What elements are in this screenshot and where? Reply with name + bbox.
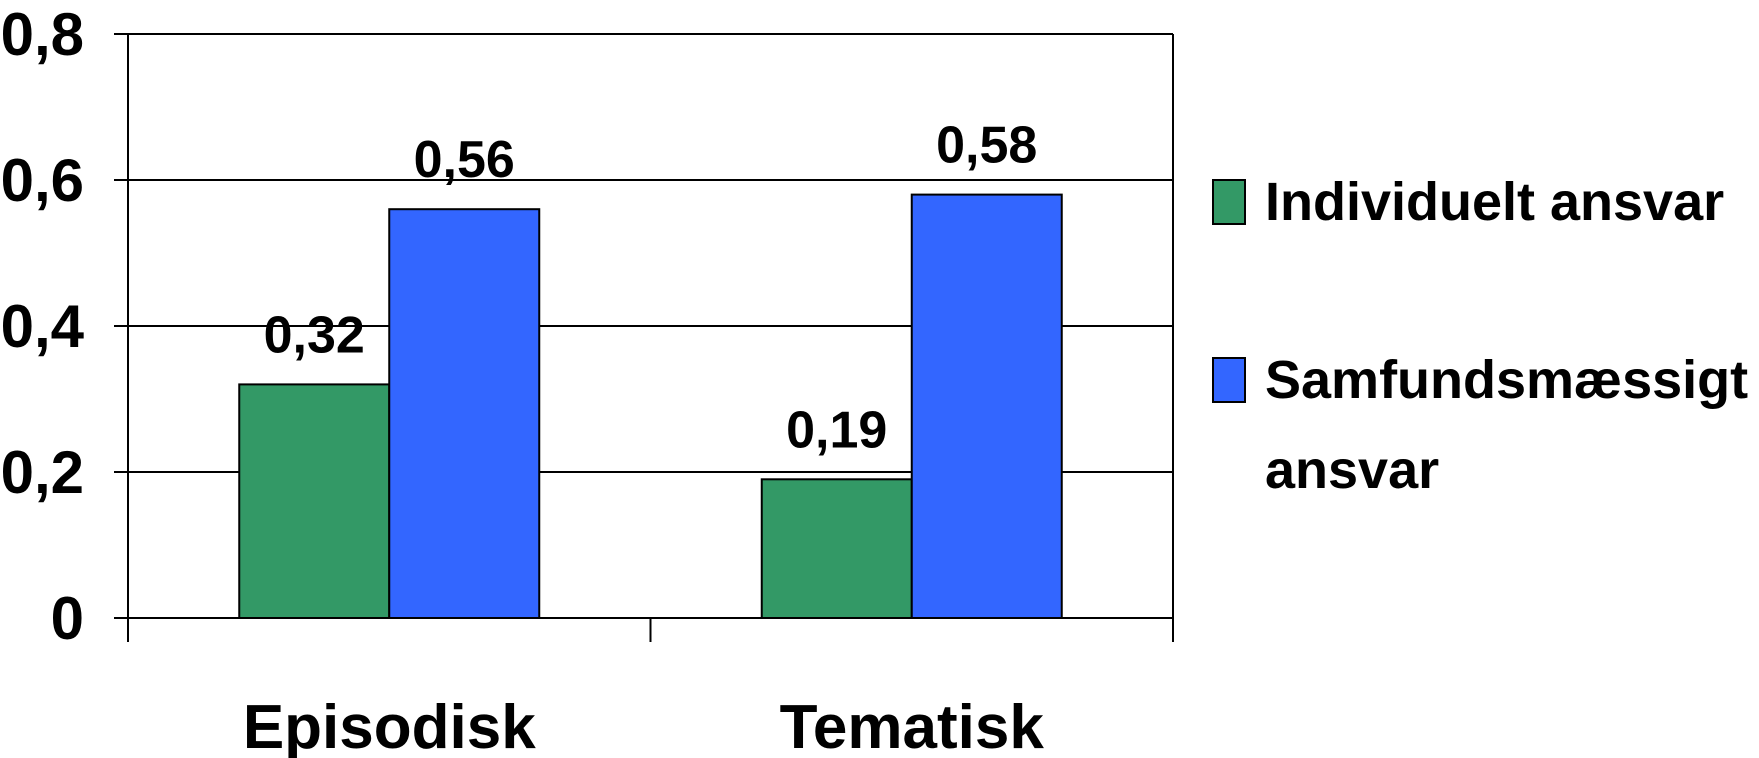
y-tick-label: 0,2 — [1, 439, 84, 506]
y-tick-label: 0,4 — [1, 293, 85, 360]
bar — [760, 478, 913, 619]
legend-swatch — [1212, 179, 1246, 225]
x-category-label: Episodisk — [243, 693, 536, 758]
y-axis-ticks: 0 0,2 0,4 0,6 0,8 — [1, 1, 128, 652]
legend-swatch — [1212, 357, 1246, 403]
legend: Individuelt ansvar Samfundsmæssigt ansvar — [1212, 172, 1748, 500]
legend-label: Samfundsmæssigt — [1265, 350, 1748, 410]
data-label: 0,56 — [414, 131, 515, 189]
y-tick-label: 0,6 — [1, 147, 84, 214]
data-label: 0,19 — [786, 401, 887, 459]
legend-label: Individuelt ansvar — [1265, 172, 1724, 232]
y-tick-label: 0 — [51, 585, 84, 652]
data-label: 0,32 — [264, 306, 365, 364]
bar — [388, 208, 541, 619]
x-axis-categories: Episodisk Tematisk — [243, 693, 1045, 758]
data-label: 0,58 — [936, 117, 1037, 175]
bar — [910, 193, 1063, 619]
x-category-label: Tematisk — [780, 693, 1045, 758]
bars — [238, 193, 1063, 619]
data-labels: 0,32 0,56 0,19 0,58 — [264, 117, 1038, 460]
legend-label: ansvar — [1265, 440, 1439, 500]
bar — [238, 383, 391, 619]
y-tick-label: 0,8 — [1, 1, 84, 68]
